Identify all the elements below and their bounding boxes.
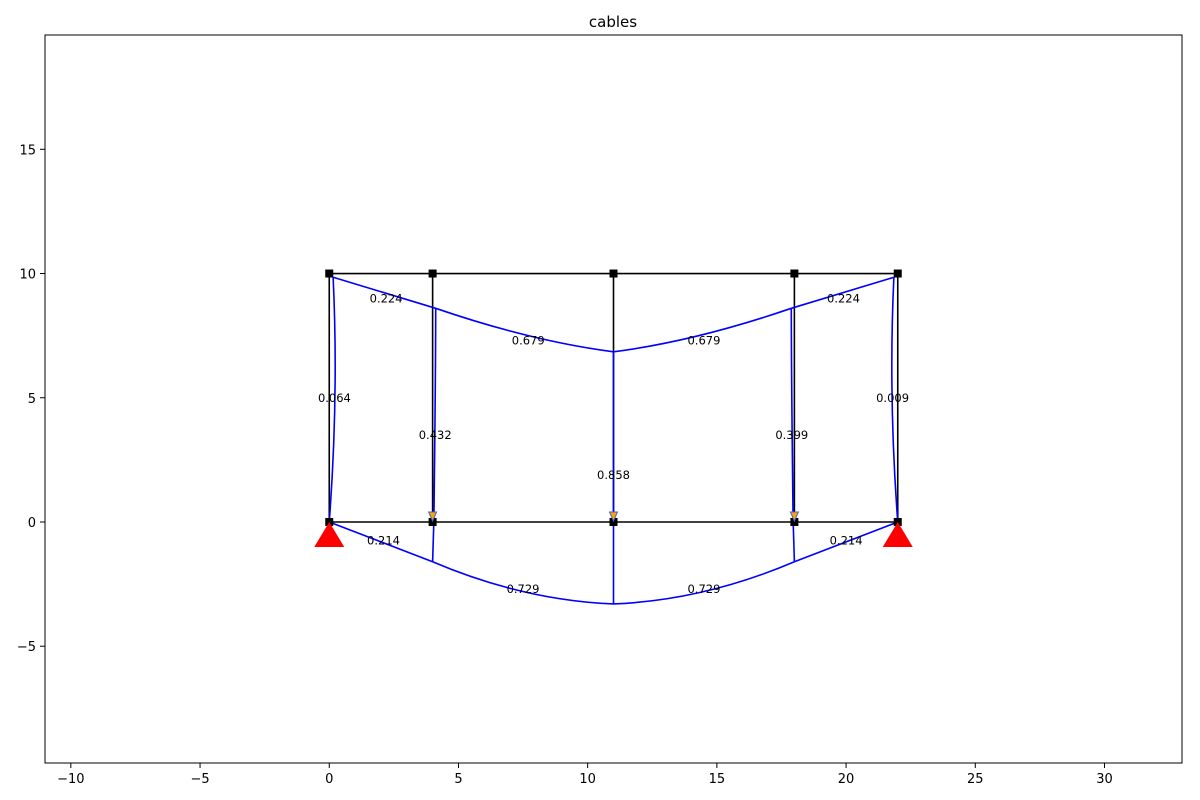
cable-12 — [794, 521, 899, 563]
cable-label-9: 0.214 — [367, 534, 400, 548]
x-tick-label-7: 25 — [967, 772, 984, 787]
x-tick-label-8: 30 — [1096, 772, 1113, 787]
label-layer: 0.064 0.432 0.858 0.399 0.009 0.224 0.679 0.679… — [318, 291, 909, 596]
cable-9 — [328, 521, 433, 563]
cable-label-2: 0.858 — [597, 468, 630, 482]
cable-label-4: 0.009 — [876, 391, 909, 405]
plot-frame — [44, 34, 1183, 764]
cable-label-1: 0.432 — [419, 428, 452, 442]
node-marker-3 — [790, 269, 799, 278]
cable-11 — [613, 561, 795, 605]
x-tick-label-5: 15 — [709, 772, 726, 787]
x-tick-label-1: −5 — [190, 772, 209, 787]
y-tick-label-2: 5 — [28, 392, 36, 407]
load-arrow-0 — [427, 511, 438, 523]
cable-0 — [328, 277, 336, 523]
y-tick-label-3: 10 — [19, 268, 36, 283]
cable-6 — [435, 307, 614, 353]
y-tick-label-1: 0 — [28, 516, 36, 531]
support-triangle-1 — [882, 521, 913, 547]
cable-label-11: 0.729 — [687, 582, 720, 596]
cable-5 — [332, 276, 436, 310]
x-tick-label-6: 20 — [838, 772, 855, 787]
cable-layer — [328, 276, 899, 605]
cable-label-3: 0.399 — [775, 428, 808, 442]
cable-label-12: 0.214 — [830, 534, 863, 548]
chart-title: cables — [589, 13, 637, 31]
node-marker-2 — [609, 269, 618, 278]
cable-10 — [432, 561, 614, 605]
x-tick-label-3: 5 — [454, 772, 462, 787]
node-marker-0 — [325, 269, 334, 278]
node-marker-1 — [428, 269, 437, 278]
x-tick-label-0: −10 — [57, 772, 84, 787]
y-tick-label-4: 15 — [19, 143, 36, 158]
cable-label-5: 0.224 — [370, 291, 403, 305]
x-tick-label-4: 10 — [579, 772, 596, 787]
load-layer — [427, 511, 800, 523]
cable-1 — [433, 308, 437, 520]
cable-label-0: 0.064 — [318, 391, 351, 405]
cable-7 — [613, 307, 792, 353]
cable-15 — [792, 519, 796, 562]
support-triangle-0 — [314, 521, 345, 547]
cable-label-7: 0.679 — [687, 334, 720, 348]
cable-label-8: 0.224 — [827, 291, 860, 305]
support-layer — [314, 521, 913, 547]
axes-layer: −10 −5 0 5 10 15 20 25 30 −5 0 5 10 15 — [17, 34, 1183, 787]
y-tick-label-0: −5 — [17, 640, 36, 655]
cable-label-6: 0.679 — [512, 334, 545, 348]
cable-8 — [791, 276, 895, 310]
cable-3 — [790, 308, 794, 520]
node-marker-4 — [893, 269, 902, 278]
x-tick-label-2: 0 — [325, 772, 333, 787]
cable-4 — [891, 277, 899, 523]
cable-13 — [431, 519, 435, 562]
load-arrow-1 — [608, 511, 619, 523]
load-arrow-2 — [789, 511, 800, 523]
cable-label-10: 0.729 — [507, 582, 540, 596]
